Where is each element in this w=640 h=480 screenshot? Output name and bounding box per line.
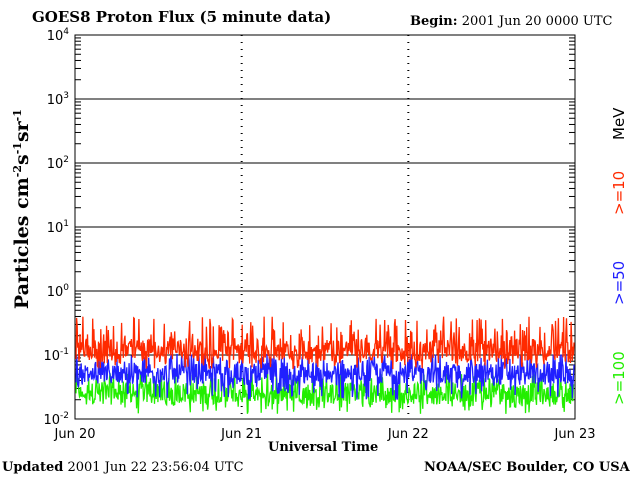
legend-series-10: >=10 (610, 170, 628, 215)
y-tick-label: 102 (47, 155, 69, 172)
legend-series-100: >=100 (610, 351, 628, 405)
y-tick-label: 104 (47, 27, 70, 44)
y-tick-label: 10-2 (43, 411, 69, 428)
x-tick-label: Jun 20 (54, 427, 96, 442)
updated-timestamp: Updated 2001 Jun 22 23:56:04 UTC (2, 460, 244, 475)
y-tick-label: 101 (47, 219, 69, 236)
x-tick-label: Jun 22 (387, 427, 429, 442)
series-line-ge10 (75, 316, 575, 370)
source-credit: NOAA/SEC Boulder, CO USA (424, 460, 630, 475)
updated-label: Updated (2, 460, 64, 475)
series-line-ge50 (75, 353, 575, 400)
legend-series-50: >=50 (610, 260, 628, 305)
updated-value: 2001 Jun 22 23:56:04 UTC (67, 460, 244, 475)
begin-label: Begin: (410, 14, 458, 29)
x-tick-label: Jun 23 (554, 427, 596, 442)
y-tick-label: 100 (47, 283, 70, 300)
x-tick-label: Jun 21 (220, 427, 262, 442)
y-tick-label: 10-1 (43, 347, 69, 364)
legend-unit: MeV (610, 107, 628, 140)
y-tick-label: 103 (47, 91, 69, 108)
chart-title: GOES8 Proton Flux (5 minute data) (32, 8, 332, 26)
begin-value: 2001 Jun 20 0000 UTC (461, 14, 613, 29)
begin-timestamp: Begin: 2001 Jun 20 0000 UTC (410, 14, 612, 29)
x-axis-label: Universal Time (268, 440, 379, 455)
